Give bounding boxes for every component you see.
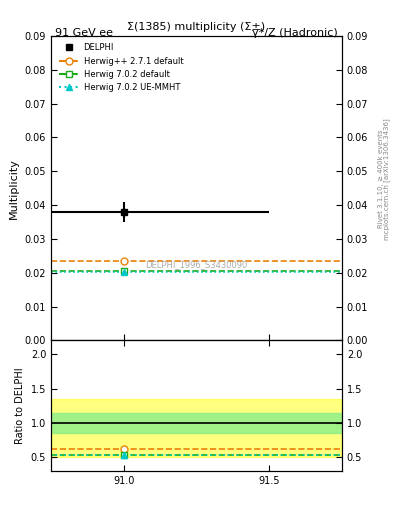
Legend: DELPHI, Herwig++ 2.7.1 default, Herwig 7.0.2 default, Herwig 7.0.2 UE-MMHT: DELPHI, Herwig++ 2.7.1 default, Herwig 7… [55,40,187,95]
Y-axis label: Multiplicity: Multiplicity [9,158,19,219]
Text: mcplots.cern.ch [arXiv:1306.3436]: mcplots.cern.ch [arXiv:1306.3436] [384,118,391,240]
Title: Σ(1385) multiplicity (Σ±): Σ(1385) multiplicity (Σ±) [127,23,266,32]
Bar [51,413,342,433]
Text: Rivet 3.1.10, ≥ 400k events: Rivet 3.1.10, ≥ 400k events [378,130,384,228]
Text: 91 GeV ee: 91 GeV ee [55,28,113,38]
Y-axis label: Ratio to DELPHI: Ratio to DELPHI [15,368,25,444]
Text: DELPHI_1996_S3430090: DELPHI_1996_S3430090 [145,260,248,269]
Text: γ*/Z (Hadronic): γ*/Z (Hadronic) [252,28,338,38]
Bar [51,399,342,457]
